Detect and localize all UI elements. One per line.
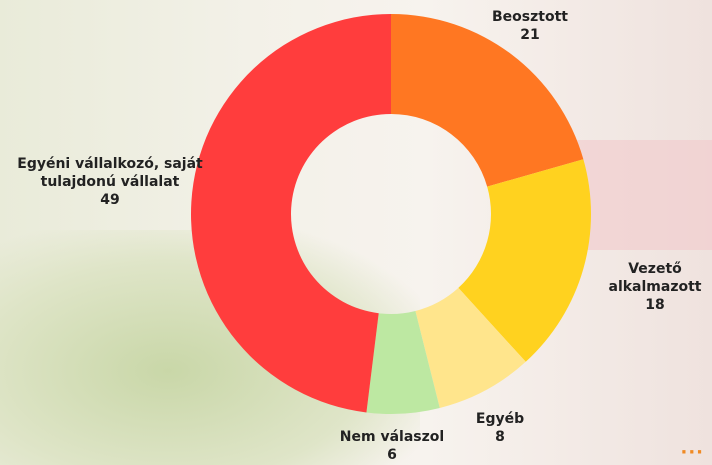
category-name: Egyéni vállalkozó, saját tulajdonú válla… <box>10 155 210 191</box>
value-label: 49 <box>10 191 210 209</box>
category-name: Beosztott <box>470 8 590 26</box>
menu-dots[interactable]: ··· <box>680 442 704 463</box>
value-label: 8 <box>450 428 550 446</box>
category-name: Vezető alkalmazott <box>605 260 705 296</box>
chart: ··· Beosztott21 Vezető alkalmazott18 Egyéb… <box>0 0 712 465</box>
category-name: Nem válaszol <box>322 428 462 446</box>
donut-chart <box>0 0 712 465</box>
value-label: 21 <box>470 26 590 44</box>
value-label: 6 <box>322 446 462 464</box>
value-label: 18 <box>605 296 705 314</box>
category-name: Egyéb <box>450 410 550 428</box>
slice-label: Egyéni vállalkozó, saját tulajdonú válla… <box>10 155 210 209</box>
donut-slice <box>191 14 391 412</box>
